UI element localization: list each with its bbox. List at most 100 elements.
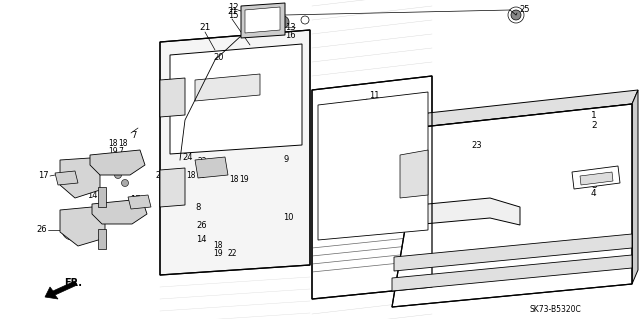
Text: 21: 21 (227, 8, 237, 17)
Text: 1: 1 (591, 112, 596, 121)
Circle shape (111, 154, 119, 162)
Text: 11: 11 (369, 92, 380, 100)
Polygon shape (572, 166, 620, 189)
Text: 19: 19 (108, 166, 118, 174)
Circle shape (126, 212, 134, 220)
Text: 14: 14 (196, 235, 207, 244)
Circle shape (134, 206, 141, 213)
Circle shape (253, 233, 267, 247)
Text: 14: 14 (87, 191, 97, 201)
Polygon shape (170, 44, 302, 154)
Polygon shape (245, 7, 280, 33)
Text: 22: 22 (197, 158, 207, 167)
Text: FR.: FR. (64, 278, 82, 288)
Text: 2: 2 (591, 121, 596, 130)
Circle shape (244, 239, 252, 246)
Text: SK73-B5320C: SK73-B5320C (530, 306, 582, 315)
Text: 18: 18 (118, 158, 127, 167)
Text: 27: 27 (163, 78, 173, 87)
Text: 18: 18 (186, 170, 195, 180)
Circle shape (261, 164, 269, 172)
Text: 19: 19 (108, 146, 118, 155)
Polygon shape (90, 150, 145, 175)
Text: 19: 19 (118, 166, 127, 174)
Text: 19: 19 (213, 249, 223, 258)
Text: 20: 20 (213, 53, 223, 62)
Text: 18: 18 (229, 175, 239, 184)
Polygon shape (392, 104, 632, 307)
Text: 23: 23 (471, 142, 482, 151)
Circle shape (76, 184, 84, 192)
Polygon shape (394, 234, 632, 271)
Text: 3: 3 (591, 181, 596, 189)
Text: 26: 26 (36, 226, 47, 234)
Circle shape (258, 208, 272, 222)
Polygon shape (60, 158, 100, 198)
Polygon shape (160, 168, 185, 207)
Text: 16: 16 (285, 32, 296, 41)
Polygon shape (632, 90, 638, 284)
Circle shape (254, 191, 262, 199)
Text: 7: 7 (118, 146, 123, 155)
Circle shape (261, 211, 269, 219)
Circle shape (78, 233, 86, 241)
Circle shape (463, 143, 473, 153)
Circle shape (271, 175, 285, 189)
Circle shape (204, 222, 216, 234)
Circle shape (115, 172, 122, 179)
Circle shape (237, 226, 243, 234)
Text: 17: 17 (38, 170, 49, 180)
Circle shape (177, 85, 187, 95)
Text: 10: 10 (283, 213, 294, 222)
Polygon shape (195, 157, 228, 178)
Circle shape (277, 16, 289, 28)
Polygon shape (241, 3, 285, 38)
Circle shape (256, 236, 264, 244)
Polygon shape (580, 172, 613, 185)
Bar (98, 229, 106, 249)
Circle shape (111, 206, 119, 214)
Circle shape (126, 161, 134, 169)
Circle shape (274, 178, 282, 186)
Polygon shape (422, 90, 638, 127)
Circle shape (364, 179, 376, 191)
Circle shape (195, 187, 202, 194)
Circle shape (274, 224, 282, 232)
Circle shape (237, 191, 243, 198)
Circle shape (66, 216, 74, 224)
Circle shape (202, 174, 209, 182)
Circle shape (122, 180, 129, 187)
Text: 5: 5 (334, 203, 339, 211)
Polygon shape (392, 255, 632, 291)
Text: 19: 19 (196, 170, 205, 180)
Circle shape (202, 200, 212, 210)
Polygon shape (400, 150, 428, 198)
Polygon shape (195, 74, 260, 101)
Text: 17: 17 (130, 196, 141, 204)
Text: 24: 24 (182, 152, 193, 161)
Circle shape (355, 98, 365, 108)
Polygon shape (60, 207, 105, 246)
Text: 25: 25 (519, 5, 529, 14)
Circle shape (210, 60, 220, 70)
Circle shape (257, 12, 269, 24)
Polygon shape (55, 171, 78, 185)
Text: 15: 15 (228, 11, 239, 20)
Text: 21: 21 (199, 24, 211, 33)
Circle shape (258, 161, 272, 175)
Text: 19: 19 (239, 175, 248, 184)
Text: 4: 4 (591, 189, 596, 198)
Polygon shape (45, 281, 77, 299)
Circle shape (251, 188, 265, 202)
Text: 18: 18 (108, 158, 118, 167)
Polygon shape (160, 30, 310, 275)
Polygon shape (335, 198, 520, 232)
Circle shape (66, 224, 78, 236)
Text: 18: 18 (213, 241, 223, 249)
Text: 22: 22 (155, 170, 164, 180)
Text: 13: 13 (285, 23, 296, 32)
Text: 18: 18 (108, 138, 118, 147)
Text: 18: 18 (118, 138, 127, 147)
Bar (98, 187, 106, 207)
Circle shape (66, 166, 74, 174)
